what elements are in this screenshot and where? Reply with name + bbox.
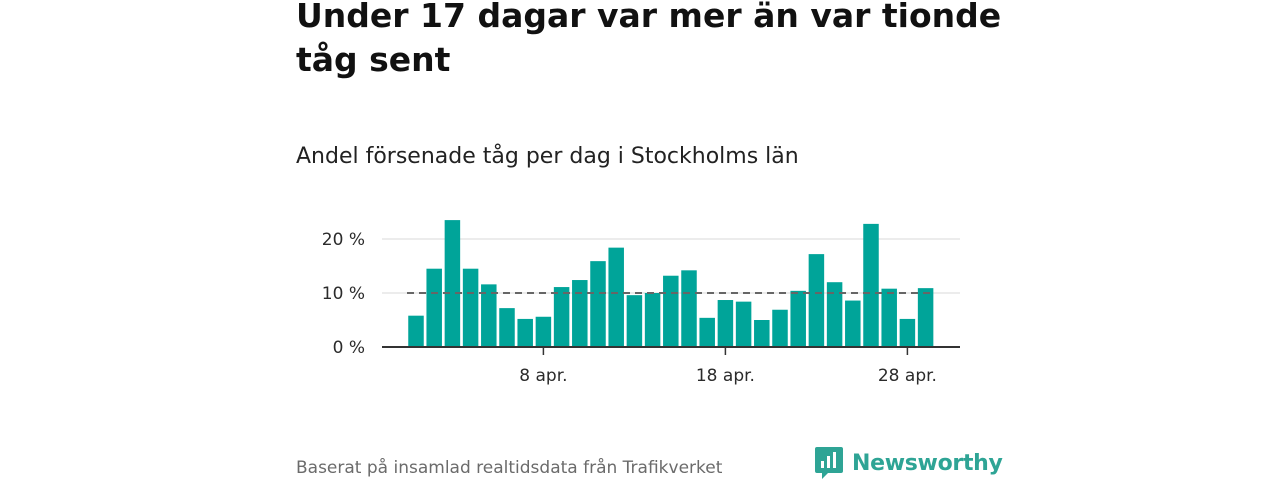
bar [681,270,697,347]
bar [699,317,715,347]
bar [863,223,879,347]
chart-subtitle: Andel försenade tåg per dag i Stockholms… [296,144,799,169]
bar [462,268,479,347]
bar [499,308,515,347]
bar [808,254,825,347]
bar [790,290,806,347]
bar [644,293,661,347]
bar [772,309,788,347]
bar [754,320,770,347]
bar [881,288,897,347]
y-tick-label: 20 % [322,230,365,250]
bar [517,318,533,347]
newsworthy-logo-icon [815,447,843,479]
bar [663,275,679,347]
bar [826,282,843,347]
bar [608,247,624,347]
x-tick-label: 8 apr. [519,366,567,386]
bar [535,316,552,347]
bars [408,220,934,347]
bar [444,220,461,347]
bar [917,288,934,347]
bar [845,300,861,347]
bar [572,280,588,347]
bar [717,300,734,347]
bar-chart: 0 % 10 % 20 % 8 apr. 18 apr. 28 apr. [322,220,960,386]
bar [735,301,752,347]
bar [481,284,497,347]
y-tick-label: 10 % [322,284,365,304]
chart-title: Under 17 dagar var mer än var tionde tåg… [296,0,1002,79]
bar [553,287,570,347]
bar [426,268,442,347]
bar [590,261,606,347]
x-tick-label: 28 apr. [878,366,937,386]
axes: 0 % 10 % 20 % 8 apr. 18 apr. 28 apr. [322,230,960,386]
x-tick-label: 18 apr. [696,366,755,386]
y-tick-label: 0 % [333,338,365,358]
bar [408,315,424,347]
source-note: Baserat på insamlad realtidsdata från Tr… [296,458,723,478]
brand-name: Newsworthy [852,450,1003,476]
brand-logo[interactable]: Newsworthy [814,446,1003,480]
bar [899,318,916,347]
bar [626,295,643,347]
